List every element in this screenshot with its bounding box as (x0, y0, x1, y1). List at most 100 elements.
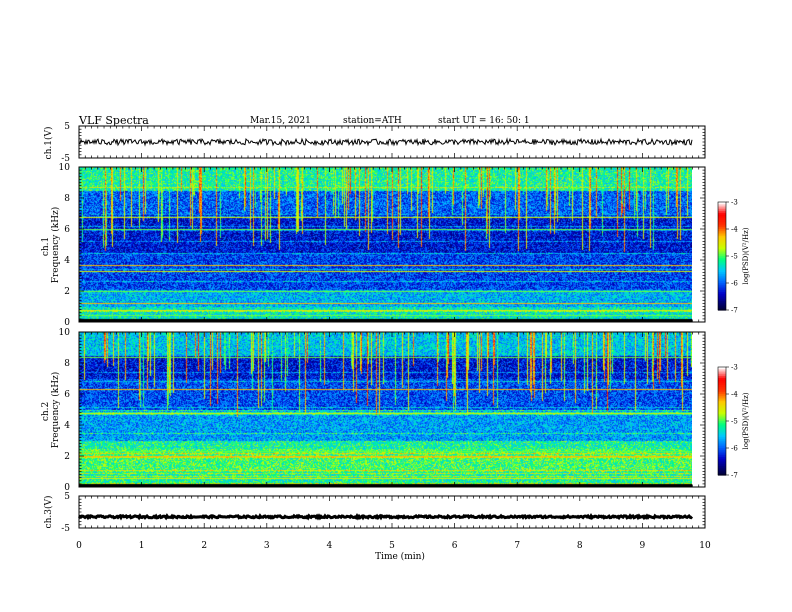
colorbar-1-cell (718, 238, 726, 241)
colorbar-1-cell (718, 302, 726, 306)
colorbar-1-cell (718, 241, 726, 244)
colorbar-1-cell (718, 234, 726, 237)
ch1-spectrogram-canvas (79, 167, 692, 322)
panel-3-y-tick-label: 10 (59, 328, 71, 338)
colorbar-1-tick-label: -6 (731, 280, 738, 288)
colorbar-1-cell (718, 295, 726, 298)
x-tick-label: 5 (389, 541, 395, 551)
colorbar-1-cell (718, 243, 726, 246)
colorbar-2-cell (718, 413, 726, 417)
colorbar-2-cell (718, 428, 726, 431)
station-label: station=ATH (343, 116, 402, 126)
colorbar-2-cell (718, 431, 726, 435)
colorbar-1-cell (718, 257, 726, 261)
colorbar-2-cell (718, 464, 726, 467)
colorbar-2-cell (718, 435, 726, 438)
colorbar-1-cell (718, 207, 726, 210)
colorbar-1-tick-label: -7 (731, 307, 738, 315)
colorbar-1-cell (718, 308, 726, 311)
colorbar-1-cell (718, 250, 726, 253)
colorbar-1-cell (718, 205, 726, 208)
colorbar-2-cell (718, 417, 726, 420)
colorbar-2-cell (718, 433, 726, 436)
colorbar-2-cell (718, 469, 726, 472)
colorbar-1-cell (718, 220, 726, 223)
colorbar-1-cell (718, 218, 726, 221)
colorbar-2-cell (718, 437, 726, 440)
colorbar-1-cell (718, 230, 726, 234)
colorbar-1-cell (718, 297, 726, 300)
ch2-spectrogram-canvas (79, 332, 692, 487)
colorbar-2-cell (718, 403, 726, 406)
colorbar-1-tick-label: -5 (731, 253, 738, 261)
ch1-waveform-line (78, 137, 693, 147)
colorbar-1-cell (718, 229, 726, 232)
colorbar-1-cell (718, 248, 726, 252)
colorbar-1-cell (718, 279, 726, 282)
colorbar-2-cell (718, 386, 726, 390)
colorbar-1-cell (718, 232, 726, 235)
colorbar-2-cell (718, 406, 726, 409)
colorbar-1-cell (718, 272, 726, 275)
colorbar-2-cell (718, 451, 726, 454)
panel-1-y-tick-label: -5 (61, 154, 70, 164)
panel-4-y-tick-label: -5 (61, 524, 70, 534)
colorbar-1-cell (718, 268, 726, 271)
colorbar-2-cell (718, 408, 726, 411)
x-tick-label: 2 (201, 541, 207, 551)
colorbar-1-cell (718, 211, 726, 214)
colorbar-2-cell (718, 367, 726, 370)
ch1-spectrogram (79, 167, 692, 322)
colorbar-2-cell (718, 473, 726, 476)
colorbar-2-label: log(PSD)(V²/Hz) (742, 392, 750, 449)
colorbar-2-cell (718, 383, 726, 386)
colorbar-2-cell (718, 422, 726, 426)
colorbar-1-cell (718, 225, 726, 228)
colorbar-2-cell (718, 401, 726, 404)
colorbar-1-cell (718, 277, 726, 280)
colorbar-1-cell (718, 301, 726, 304)
colorbar-1-label: log(PSD)(V²/Hz) (742, 227, 750, 284)
colorbar-1-cell (718, 214, 726, 217)
colorbar-1-cell (718, 284, 726, 288)
colorbar-1-tick-label: -3 (731, 199, 738, 207)
colorbar-2-cell (718, 376, 726, 379)
colorbar-2-cell (718, 439, 726, 442)
ch2-frequency-ylabel-line1: ch.2 (41, 402, 51, 421)
colorbar-2-cell (718, 374, 726, 377)
colorbar-2-cell (718, 455, 726, 458)
panel-2-y-tick-label: 10 (59, 163, 71, 173)
colorbar-2-cell (718, 467, 726, 471)
chart-title: VLF Spectra (78, 114, 149, 127)
colorbar-1-cell (718, 274, 726, 277)
colorbar-2-cell (718, 388, 726, 391)
x-tick-label: 6 (452, 541, 458, 551)
colorbar-1-cell (718, 223, 726, 226)
colorbar-1-cell (718, 202, 726, 205)
colorbar-1-cell (718, 245, 726, 248)
x-tick-label: 3 (264, 541, 270, 551)
colorbar-2-cell (718, 419, 726, 422)
colorbar-2-cell (718, 462, 726, 465)
colorbar-2-cell (718, 372, 726, 375)
ch2-frequency-ylabel-line2: Frequency (kHz) (50, 372, 61, 449)
colorbar-1-cell (718, 286, 726, 289)
colorbar-1-cell (718, 236, 726, 239)
colorbar-1-cell (718, 239, 726, 243)
panel-2-y-tick-label: 6 (64, 225, 70, 235)
ch3-voltage-ylabel: ch.3(V) (43, 496, 54, 529)
x-axis-label: Time (min) (375, 551, 425, 562)
colorbar-1-cell (718, 254, 726, 257)
colorbar-2-cell (718, 426, 726, 429)
colorbar-1-cell (718, 270, 726, 273)
colorbar-1-cell (718, 252, 726, 255)
colorbar-1-cell (718, 256, 726, 259)
panel-2-y-tick-label: 8 (64, 194, 70, 204)
colorbar-1-cell (718, 288, 726, 291)
colorbar-1-cell (718, 283, 726, 286)
colorbar-1-cell (718, 265, 726, 268)
colorbar-1-cell (718, 292, 726, 295)
panel-2-y-tick-label: 4 (64, 256, 70, 266)
colorbar-2-cell (718, 448, 726, 451)
panel-3-y-tick-label: 8 (64, 359, 70, 369)
